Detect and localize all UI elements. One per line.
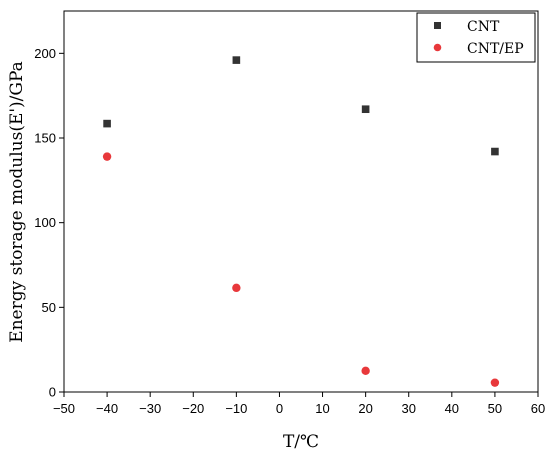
data-point-cnt-ep <box>232 283 241 293</box>
x-tick-label: 50 <box>488 401 502 416</box>
legend-marker-cnt-ep <box>433 43 442 52</box>
data-point-cnt <box>232 56 241 64</box>
x-tick-label: 0 <box>276 401 283 416</box>
y-axis-title: Energy storage modulus(E')/GPa <box>7 61 27 343</box>
x-tick-label: −50 <box>53 401 75 416</box>
x-axis-ticks: −50 −40 −30 −20 −10 0 10 20 30 40 50 60 <box>53 392 545 416</box>
x-tick-label: 30 <box>401 401 415 416</box>
y-tick-label: 50 <box>42 300 56 315</box>
data-point-cnt <box>361 105 370 114</box>
x-tick-label: 60 <box>531 401 545 416</box>
plot-frame <box>63 10 539 393</box>
legend-label-cnt: CNT <box>467 19 500 35</box>
x-tick-label: −30 <box>139 401 161 416</box>
y-tick-label: 200 <box>34 46 56 61</box>
x-tick-label: 20 <box>358 401 372 416</box>
data-point-cnt-ep <box>102 152 112 161</box>
data-point-cnt-ep <box>490 378 500 387</box>
legend-marker-cnt <box>434 22 441 29</box>
data-point-cnt-ep <box>361 366 370 376</box>
x-tick-label: −40 <box>96 401 118 416</box>
y-tick-label: 0 <box>49 385 56 400</box>
y-tick-label: 100 <box>34 215 56 230</box>
x-tick-label: −20 <box>182 401 204 416</box>
legend-box <box>416 12 536 63</box>
legend: CNT CNT/EP <box>416 12 536 63</box>
y-tick-label: 150 <box>34 131 56 146</box>
x-tick-label: 40 <box>445 401 459 416</box>
data-points <box>102 56 500 387</box>
x-tick-label: 10 <box>315 401 329 416</box>
x-axis-title: T/℃ <box>283 432 319 452</box>
data-point-cnt <box>103 119 111 128</box>
x-tick-label: −10 <box>225 401 247 416</box>
legend-label-cnt-ep: CNT/EP <box>467 41 524 57</box>
data-point-cnt <box>491 147 499 156</box>
y-axis-ticks: 0 50 100 150 200 <box>34 46 64 400</box>
